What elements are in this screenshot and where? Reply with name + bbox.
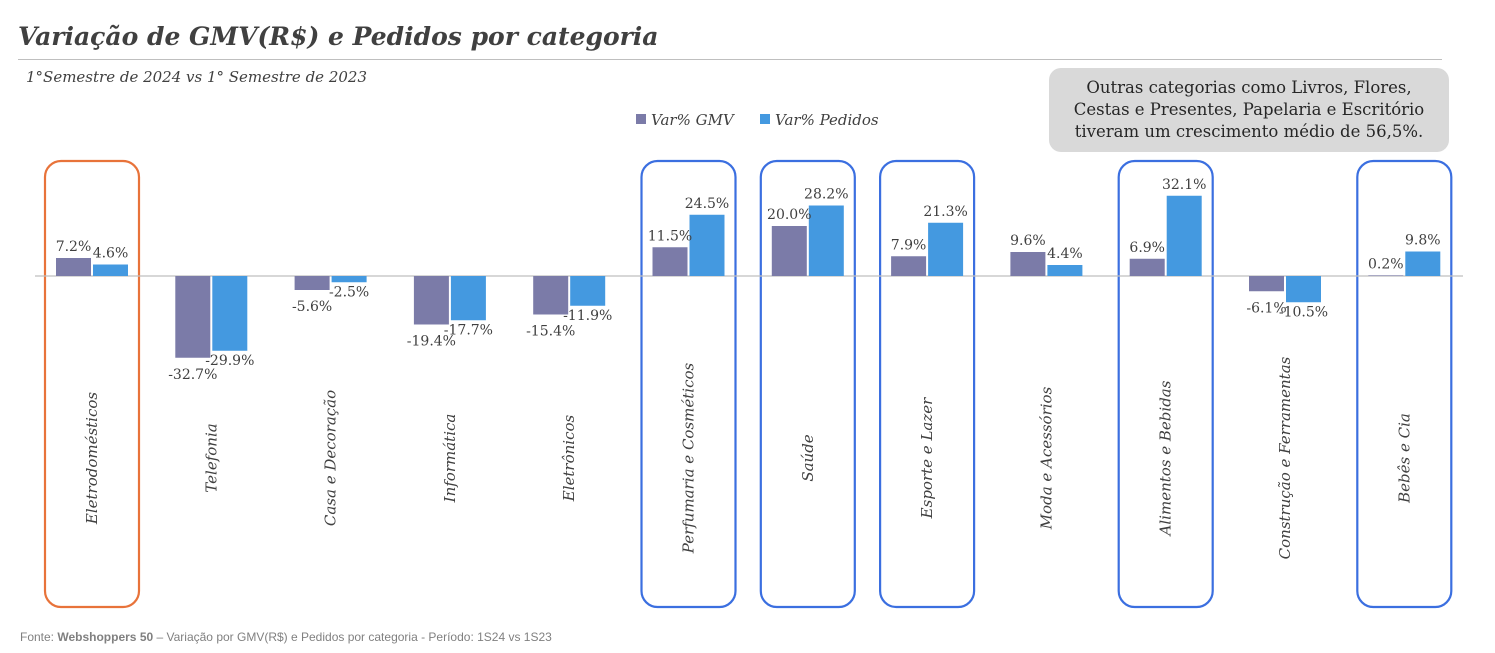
data-labels-layer: 7.2% 4.6% -32.7%-29.9% -5.6%-2.5% -19.4%-17.… bbox=[56, 177, 1441, 383]
bar-gmv-moda-e-acessorios bbox=[1010, 252, 1046, 276]
title-divider bbox=[18, 59, 1442, 60]
category-label-eletronicos: Eletrônicos bbox=[560, 414, 578, 502]
data-label-gmv-casa-e-decoracao: -5.6% bbox=[292, 299, 332, 315]
data-label-pedidos-construcao-e-ferramentas: -10.5% bbox=[1279, 304, 1328, 320]
data-label-gmv-perfumaria-e-cosmeticos: 11.5% bbox=[648, 228, 692, 244]
legend-swatch-pedidos bbox=[760, 114, 770, 124]
category-label-bebes-e-cia: Bebês e Cia bbox=[1395, 413, 1413, 504]
callout-box: Outras categorias como Livros, Flores, C… bbox=[1049, 68, 1449, 152]
category-label-saude: Saúde bbox=[799, 434, 817, 481]
data-label-pedidos-casa-e-decoracao: -2.5% bbox=[329, 284, 369, 300]
data-label-gmv-construcao-e-ferramentas: -6.1% bbox=[1246, 300, 1286, 316]
bars-layer bbox=[56, 195, 1441, 358]
data-label-gmv-telefonia: -32.7% bbox=[168, 367, 217, 383]
data-label-pedidos-moda-e-acessorios: 4.4% bbox=[1047, 246, 1083, 262]
bar-pedidos-esporte-e-lazer bbox=[928, 222, 964, 276]
bar-pedidos-alimentos-e-bebidas bbox=[1166, 195, 1202, 276]
callout-text: Outras categorias como Livros, Flores, C… bbox=[1073, 78, 1425, 141]
footer-prefix: Fonte: bbox=[20, 630, 58, 644]
footer-source: Webshoppers 50 bbox=[57, 630, 154, 644]
data-label-gmv-moda-e-acessorios: 9.6% bbox=[1010, 233, 1046, 249]
bar-pedidos-telefonia bbox=[212, 276, 248, 351]
data-label-pedidos-eletronicos: -11.9% bbox=[563, 308, 612, 324]
data-label-gmv-bebes-e-cia: 0.2% bbox=[1368, 256, 1404, 272]
bar-gmv-informatica bbox=[413, 276, 449, 325]
chart-title: Variação de GMV(R$) e Pedidos por catego… bbox=[18, 22, 659, 51]
bar-pedidos-eletronicos bbox=[570, 276, 606, 306]
category-label-esporte-e-lazer: Esporte e Lazer bbox=[918, 397, 936, 519]
data-label-gmv-esporte-e-lazer: 7.9% bbox=[891, 237, 927, 253]
data-label-pedidos-alimentos-e-bebidas: 32.1% bbox=[1162, 177, 1206, 193]
highlight-frame-bebes-e-cia bbox=[1356, 159, 1453, 609]
bar-gmv-eletrodomesticos bbox=[56, 258, 91, 276]
legend-label-gmv: Var% GMV bbox=[651, 111, 736, 129]
bar-gmv-casa-e-decoracao bbox=[294, 276, 330, 290]
bar-gmv-saude bbox=[771, 226, 807, 276]
bar-pedidos-saude bbox=[808, 205, 844, 276]
category-label-alimentos-e-bebidas: Alimentos e Bebidas bbox=[1157, 380, 1175, 537]
highlight-frame-esporte-e-lazer bbox=[878, 159, 976, 609]
highlight-frame-saude bbox=[759, 159, 856, 609]
bar-pedidos-informatica bbox=[450, 276, 486, 321]
bar-gmv-perfumaria-e-cosmeticos bbox=[652, 247, 688, 276]
category-label-informatica: Informática bbox=[441, 414, 459, 504]
data-label-pedidos-esporte-e-lazer: 21.3% bbox=[923, 204, 967, 220]
bar-gmv-esporte-e-lazer bbox=[891, 256, 927, 276]
legend-swatch-gmv bbox=[636, 114, 646, 124]
data-label-pedidos-telefonia: -29.9% bbox=[205, 353, 254, 369]
bar-pedidos-construcao-e-ferramentas bbox=[1286, 276, 1321, 303]
chart-subtitle: 1°Semestre de 2024 vs 1° Semestre de 202… bbox=[26, 68, 367, 86]
category-label-eletrodomesticos: Eletrodomésticos bbox=[83, 392, 101, 526]
source-footer: Fonte: Webshoppers 50 – Variação por GMV… bbox=[20, 630, 552, 644]
data-label-pedidos-bebes-e-cia: 9.8% bbox=[1405, 233, 1441, 249]
highlight-frame-alimentos-e-bebidas bbox=[1117, 159, 1214, 609]
category-label-perfumaria-e-cosmeticos: Perfumaria e Cosméticos bbox=[680, 362, 698, 554]
bar-gmv-telefonia bbox=[175, 276, 211, 358]
highlight-frame-perfumaria-e-cosmeticos bbox=[640, 159, 737, 609]
highlight-layer bbox=[43, 159, 1453, 609]
data-label-pedidos-perfumaria-e-cosmeticos: 24.5% bbox=[685, 196, 729, 212]
data-label-gmv-saude: 20.0% bbox=[767, 207, 811, 223]
category-label-construcao-e-ferramentas: Construção e Ferramentas bbox=[1276, 356, 1294, 559]
bar-pedidos-moda-e-acessorios bbox=[1047, 265, 1083, 276]
data-label-gmv-eletronicos: -15.4% bbox=[526, 324, 575, 340]
highlight-frame-eletrodomesticos bbox=[43, 159, 141, 609]
bar-pedidos-casa-e-decoracao bbox=[331, 276, 367, 283]
data-label-pedidos-eletrodomesticos: 4.6% bbox=[93, 246, 129, 262]
bar-gmv-construcao-e-ferramentas bbox=[1249, 276, 1284, 292]
legend-label-pedidos: Var% Pedidos bbox=[775, 111, 879, 129]
footer-rest: – Variação por GMV(R$) e Pedidos por cat… bbox=[153, 630, 552, 644]
bar-gmv-bebes-e-cia bbox=[1368, 275, 1404, 276]
legend: Var% GMV Var% Pedidos bbox=[636, 111, 879, 129]
data-label-pedidos-saude: 28.2% bbox=[804, 187, 848, 203]
category-label-casa-e-decoracao: Casa e Decoração bbox=[322, 390, 340, 526]
category-label-moda-e-acessorios: Moda e Acessórios bbox=[1037, 386, 1055, 530]
data-label-gmv-alimentos-e-bebidas: 6.9% bbox=[1129, 240, 1165, 256]
data-label-gmv-eletrodomesticos: 7.2% bbox=[56, 239, 92, 255]
bar-gmv-alimentos-e-bebidas bbox=[1129, 258, 1165, 276]
data-label-gmv-informatica: -19.4% bbox=[407, 334, 456, 350]
data-label-pedidos-informatica: -17.7% bbox=[444, 322, 493, 338]
bar-gmv-eletronicos bbox=[533, 276, 569, 315]
bar-pedidos-bebes-e-cia bbox=[1405, 251, 1441, 276]
bar-pedidos-perfumaria-e-cosmeticos bbox=[689, 214, 725, 276]
bar-pedidos-eletrodomesticos bbox=[93, 264, 128, 276]
category-label-telefonia: Telefonia bbox=[202, 423, 220, 492]
category-labels-layer: Eletrodomésticos Telefonia Casa e Decoraçã… bbox=[83, 356, 1413, 559]
